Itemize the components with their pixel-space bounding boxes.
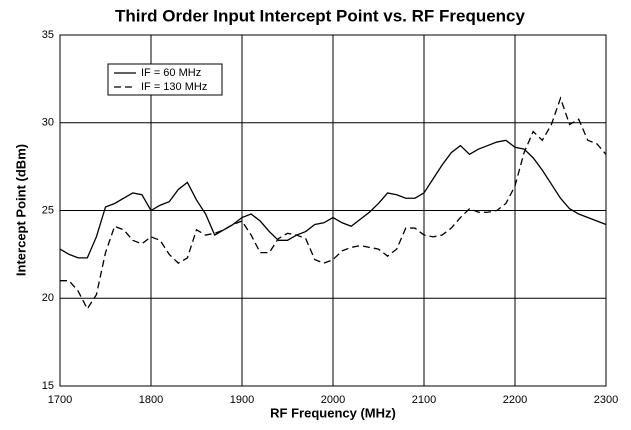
y-tick-label: 20: [42, 292, 54, 304]
x-tick-label: 2100: [412, 394, 436, 406]
x-tick-label: 1900: [230, 394, 254, 406]
x-axis-label: RF Frequency (MHz): [270, 405, 396, 420]
legend-box: [107, 63, 223, 96]
x-tick-label: 1800: [139, 394, 163, 406]
legend-label: IF = 130 MHz: [141, 81, 207, 93]
x-tick-label: 2000: [321, 394, 345, 406]
plot-frame: [59, 34, 607, 387]
x-tick-label: 2300: [594, 394, 618, 406]
data-line: [59, 139, 607, 259]
data-line: [60, 96, 607, 311]
y-tick-label: 30: [42, 117, 54, 129]
y-tick-label: 35: [42, 29, 54, 41]
legend-label: IF = 60 MHz: [141, 67, 201, 79]
y-tick-label: 25: [42, 204, 54, 216]
x-tick-label: 2200: [503, 394, 527, 406]
chart-title: Third Order Input Intercept Point vs. RF…: [115, 6, 525, 25]
x-tick-label: 1700: [48, 394, 72, 406]
y-tick-label: 15: [42, 380, 54, 392]
y-axis-label: Intercept Point (dBm): [13, 144, 28, 276]
